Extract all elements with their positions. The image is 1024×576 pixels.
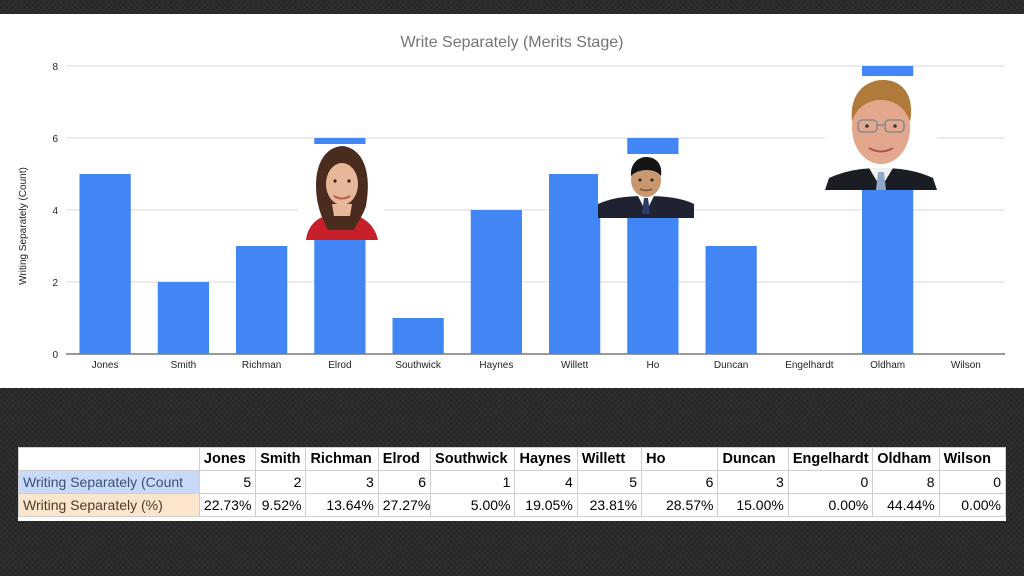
elrod-photo xyxy=(298,144,384,240)
x-tick-label-haynes: Haynes xyxy=(479,360,513,371)
x-tick-label-richman: Richman xyxy=(242,360,281,371)
x-tick-label-elrod: Elrod xyxy=(328,360,351,371)
x-tick-label-ho: Ho xyxy=(646,360,659,371)
spacer-cell xyxy=(305,516,379,523)
table-cell: 28.57% xyxy=(641,493,719,517)
table-cell: 6 xyxy=(641,470,719,494)
bar-haynes xyxy=(470,210,523,354)
y-tick-label: 6 xyxy=(52,134,58,145)
y-tick-label: 0 xyxy=(52,350,58,361)
bar-smith xyxy=(157,282,210,354)
oldham-photo xyxy=(825,76,937,190)
table-cell: 5 xyxy=(576,470,643,494)
table-cell: 1 xyxy=(430,470,516,494)
table-cell: 2 xyxy=(255,470,307,494)
spacer-cell xyxy=(255,516,306,523)
table-cell: 3 xyxy=(305,470,379,494)
bar-jones xyxy=(79,174,131,354)
ho-photo xyxy=(598,154,694,218)
table-cell: 0 xyxy=(938,470,1007,494)
table-row: Writing Separately (Count 5 2 3 6 1 4 5 6 3 0 8 0 xyxy=(18,470,1007,494)
spacer-cell xyxy=(788,516,873,523)
column-header-engelhardt: Engelhardt xyxy=(787,447,874,471)
table-cell: 6 xyxy=(377,470,432,494)
table-row: Writing Separately (%) 22.73% 9.52% 13.64% 2… xyxy=(18,493,1007,517)
bar-southwick xyxy=(392,318,444,354)
table-spacer-row xyxy=(18,516,1006,523)
table-cell: 23.81% xyxy=(576,493,643,517)
bar-chart: Write Separately (Merits Stage) Writing … xyxy=(18,34,1005,371)
column-header-oldham: Oldham xyxy=(872,447,940,471)
spacer-cell xyxy=(641,516,718,523)
table-cell: 9.52% xyxy=(255,493,307,517)
x-tick-label-duncan: Duncan xyxy=(714,360,748,371)
table-cell: 22.73% xyxy=(198,493,257,517)
x-tick-label-wilson: Wilson xyxy=(951,360,981,371)
row-header: Writing Separately (%) xyxy=(18,493,200,517)
table-cell: 3 xyxy=(717,470,789,494)
table-cell: 5 xyxy=(198,470,257,494)
spacer-cell xyxy=(939,516,1006,523)
data-table: Jones Smith Richman Elrod Southwick Haynes Wil… xyxy=(18,447,1007,523)
x-tick-label-southwick: Southwick xyxy=(395,360,442,371)
column-header-haynes: Haynes xyxy=(514,447,578,471)
bar-willett xyxy=(548,174,601,354)
column-header-richman: Richman xyxy=(305,447,379,471)
bar-duncan xyxy=(705,246,757,354)
table-cell: 0.00% xyxy=(938,493,1007,517)
table-cell: 0.00% xyxy=(787,493,874,517)
chart-title: Write Separately (Merits Stage) xyxy=(401,34,624,51)
x-tick-label-engelhardt: Engelhardt xyxy=(785,360,834,371)
column-header-jones: Jones xyxy=(198,447,257,471)
table-cell: 19.05% xyxy=(514,493,578,517)
spacer-cell xyxy=(514,516,578,523)
table-cell: 27.27% xyxy=(377,493,432,517)
data-table-panel: Jones Smith Richman Elrod Southwick Haynes Wil… xyxy=(18,447,1007,523)
column-header-duncan: Duncan xyxy=(717,447,789,471)
spacer-cell xyxy=(872,516,940,523)
spacer-cell xyxy=(577,516,642,523)
y-tick-label: 4 xyxy=(52,206,58,217)
x-tick-label-smith: Smith xyxy=(171,360,197,371)
spacer-cell xyxy=(18,516,200,523)
y-tick-label: 8 xyxy=(52,62,58,73)
y-tick-labels: 0 2 4 6 8 xyxy=(52,62,58,361)
spacer-cell xyxy=(430,516,515,523)
row-header: Writing Separately (Count xyxy=(18,470,200,494)
column-header-elrod: Elrod xyxy=(377,447,432,471)
x-tick-label-jones: Jones xyxy=(92,360,119,371)
table-cell: 8 xyxy=(872,470,940,494)
column-header-smith: Smith xyxy=(255,447,307,471)
table-header-row: Jones Smith Richman Elrod Southwick Haynes Wil… xyxy=(18,447,1007,471)
column-header-southwick: Southwick xyxy=(430,447,516,471)
x-tick-label-oldham: Oldham xyxy=(870,360,905,371)
table-cell: 15.00% xyxy=(717,493,789,517)
y-tick-label: 2 xyxy=(52,278,58,289)
table-cell: 0 xyxy=(787,470,874,494)
x-tick-labels: Jones Smith Richman Elrod Southwick Haynes Wil… xyxy=(92,360,981,371)
column-header-wilson: Wilson xyxy=(938,447,1007,471)
spacer-cell xyxy=(199,516,256,523)
table-corner-cell xyxy=(18,447,200,471)
column-header-ho: Ho xyxy=(641,447,719,471)
spacer-cell xyxy=(378,516,431,523)
table-cell: 4 xyxy=(514,470,578,494)
table-cell: 5.00% xyxy=(430,493,516,517)
y-axis-title: Writing Separately (Count) xyxy=(18,167,29,285)
table-cell: 44.44% xyxy=(872,493,940,517)
table-cell: 13.64% xyxy=(305,493,379,517)
chart-panel: Write Separately (Merits Stage) Writing … xyxy=(0,14,1024,388)
x-tick-label-willett: Willett xyxy=(561,360,588,371)
bar-richman xyxy=(235,246,288,354)
spacer-cell xyxy=(717,516,789,523)
column-header-willett: Willett xyxy=(576,447,643,471)
